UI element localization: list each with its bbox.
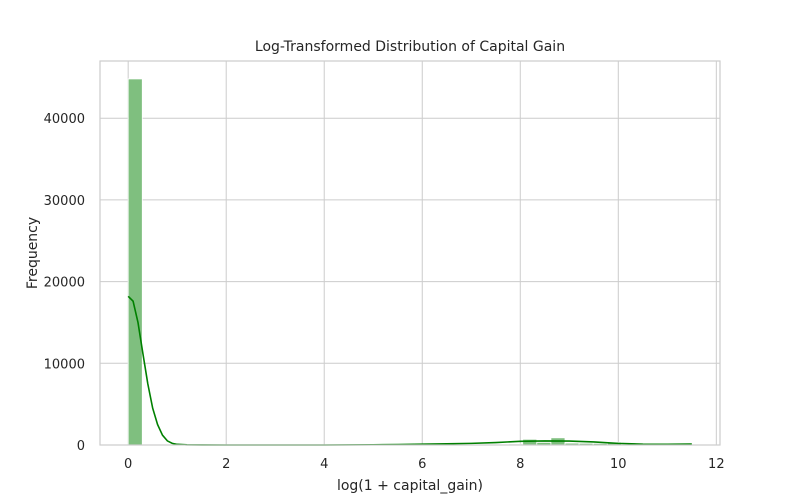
- histogram-bar: [522, 438, 538, 446]
- x-tick-label: 6: [418, 457, 426, 472]
- chart-title: Log-Transformed Distribution of Capital …: [255, 39, 565, 55]
- x-tick-label: 10: [610, 457, 627, 472]
- y-axis-label: Frequency: [25, 217, 41, 289]
- x-tick-label: 2: [222, 457, 230, 472]
- y-tick-labels: 0 10000 20000 30000 40000: [44, 112, 85, 454]
- bars-layer: [127, 78, 693, 446]
- y-tick-label: 10000: [44, 357, 85, 372]
- kde-layer: [127, 295, 692, 446]
- x-tick-label: 4: [320, 457, 328, 472]
- x-tick-label: 8: [516, 457, 524, 472]
- y-tick-label: 0: [77, 439, 85, 454]
- histogram-bar: [127, 78, 143, 446]
- x-tick-label: 12: [708, 457, 725, 472]
- x-tick-label: 0: [124, 457, 132, 472]
- y-tick-label: 40000: [44, 112, 85, 127]
- grid-layer: [100, 61, 720, 446]
- y-tick-label: 20000: [44, 276, 85, 291]
- kde-line: [127, 295, 692, 446]
- plot-frame: [99, 60, 721, 446]
- y-tick-label: 30000: [44, 194, 85, 209]
- x-tick-labels: 0 2 4 6 8 10 12: [124, 457, 725, 472]
- x-axis-label: log(1 + capital_gain): [337, 478, 483, 494]
